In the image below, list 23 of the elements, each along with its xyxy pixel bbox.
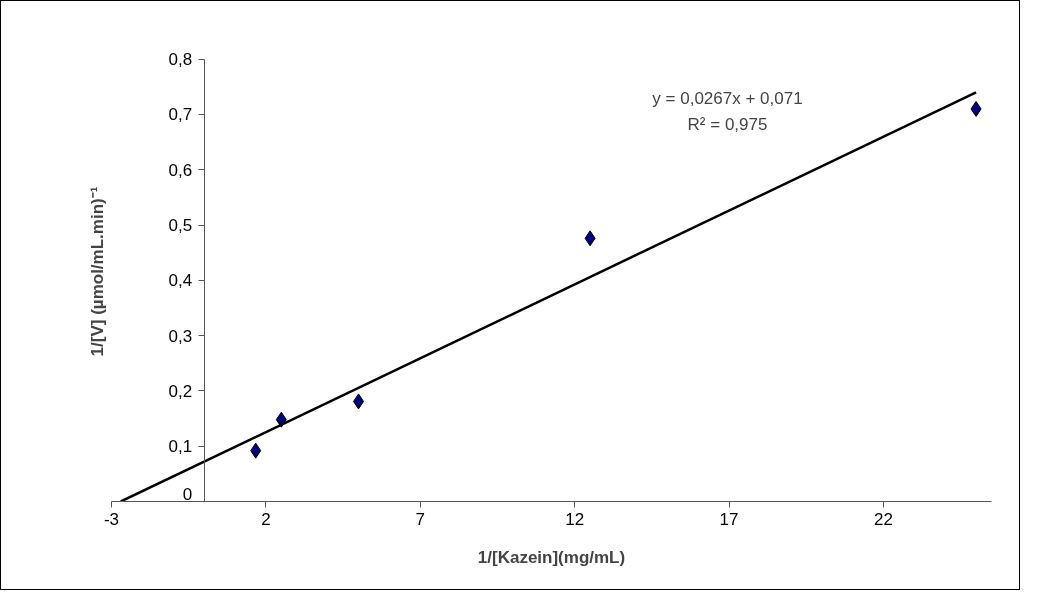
y-axis-title: 1/[V] (µmol/mL.min)⁻¹ — [87, 186, 107, 357]
y-tick-label: 0,2 — [168, 381, 193, 401]
point — [584, 230, 596, 247]
y-tick-label: 0,3 — [168, 326, 193, 346]
y-tick-label: 0,7 — [168, 105, 193, 125]
x-tick-label: 12 — [565, 509, 585, 529]
y-tick-label: 0 — [182, 484, 193, 504]
y-tick-label: 0,8 — [168, 50, 193, 70]
point — [970, 100, 982, 117]
x-tick-label: 2 — [261, 509, 271, 529]
point — [250, 442, 262, 459]
x-tick-label: 7 — [415, 509, 426, 529]
x-tick-label: 17 — [719, 509, 739, 529]
annotation: R² = 0,975 — [687, 115, 768, 135]
y-tick-label: 0,5 — [168, 216, 193, 236]
y-tick-label: 0,6 — [168, 160, 193, 180]
y-tick-label: 0,1 — [168, 437, 193, 457]
point — [353, 393, 365, 410]
x-axis-title: 1/[Kazein](mg/mL) — [477, 547, 626, 567]
annotation: y = 0,0267x + 0,071 — [652, 88, 803, 108]
x-tick-label: -3 — [103, 509, 120, 529]
y-tick-label: 0,4 — [168, 271, 193, 291]
x-tick-label: 22 — [873, 509, 893, 529]
